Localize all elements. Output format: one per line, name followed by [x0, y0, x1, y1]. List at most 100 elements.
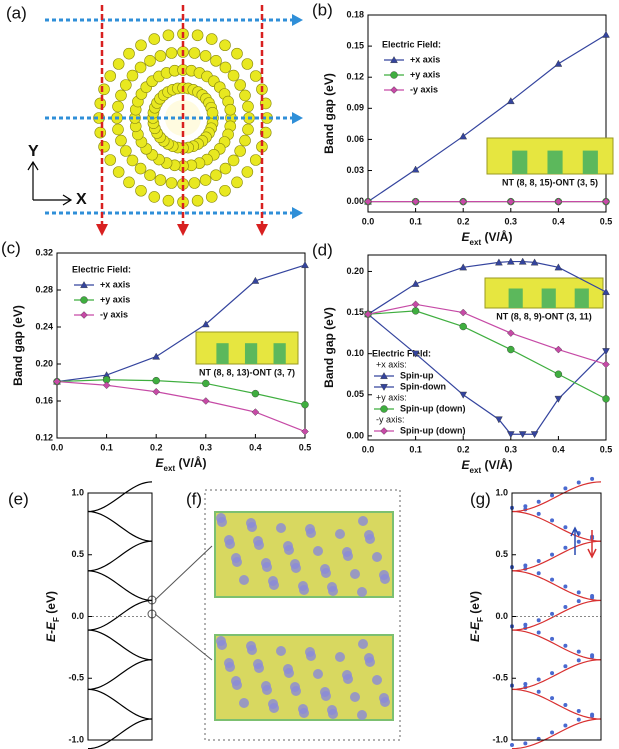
legend-title: Electric Field:	[382, 39, 441, 49]
data-point	[555, 60, 562, 66]
atom	[105, 155, 116, 166]
orbital	[365, 657, 375, 667]
x-tick-label: 0.3	[200, 442, 213, 452]
orbital	[335, 652, 345, 662]
arrow-head	[177, 224, 189, 236]
arrow-head	[256, 224, 268, 236]
data-point	[202, 398, 209, 405]
atom	[166, 177, 177, 188]
x-tick-label: 0.3	[505, 216, 518, 226]
atom	[211, 170, 222, 181]
band-curve	[88, 541, 152, 571]
band-dot	[563, 584, 567, 588]
annotation: NT (8, 8, 13)-ONT (3, 7)	[199, 367, 295, 377]
axis-label-sub: ext	[164, 464, 176, 473]
band-dot	[537, 571, 541, 575]
y-tick-label: 0.15	[346, 307, 364, 317]
atom	[149, 191, 160, 202]
atom	[220, 185, 231, 196]
x-tick-label: 0.2	[150, 442, 163, 452]
y-tick-label: 0.10	[346, 348, 364, 358]
orbital	[380, 574, 390, 584]
band-dot	[523, 682, 527, 686]
legend-marker	[391, 87, 398, 94]
band-curve	[88, 600, 152, 630]
legend-heading: +x axis:	[376, 359, 407, 369]
y-tick-label: -0.5	[68, 673, 84, 683]
x-tick-label: 0.5	[299, 442, 312, 452]
band-dot	[563, 724, 567, 728]
inset-ring	[583, 151, 598, 174]
band-dot	[563, 703, 567, 707]
band-dot	[577, 481, 581, 485]
inset-ring	[542, 289, 556, 309]
inset-ring	[216, 343, 228, 364]
data-point	[603, 361, 610, 368]
legend-label: Spin-down	[400, 381, 446, 391]
atom	[105, 71, 116, 82]
data-point	[302, 401, 309, 408]
atom	[113, 59, 124, 70]
inset-ring	[512, 151, 527, 174]
data-point	[555, 396, 562, 402]
orbital	[276, 646, 286, 656]
band-dot	[563, 525, 567, 529]
band-curve	[88, 482, 152, 512]
atom	[135, 62, 146, 73]
x-tick-label: 0.3	[505, 444, 518, 454]
atom	[124, 177, 135, 188]
band-dot	[590, 653, 594, 657]
atom	[240, 90, 251, 101]
orbital	[247, 645, 257, 655]
axis-label-unit: (V/Å)	[481, 229, 512, 244]
data-point	[252, 409, 259, 416]
orbital	[225, 662, 235, 672]
data-point	[302, 262, 309, 268]
orbital	[247, 522, 257, 532]
atom	[145, 170, 156, 181]
inset-ring	[245, 343, 257, 364]
y-tick-label: 0.5	[71, 549, 84, 559]
panel-label: (f)	[186, 489, 202, 508]
arrow-head	[96, 224, 108, 236]
panel-label: (c)	[1, 238, 21, 257]
data-point	[603, 31, 610, 37]
atom	[124, 48, 135, 59]
atom	[136, 185, 147, 196]
atom	[115, 90, 126, 101]
atom	[149, 34, 160, 45]
orbital	[254, 540, 264, 550]
y-tick-label: 0.09	[346, 103, 364, 113]
data-point	[603, 395, 610, 402]
atom	[250, 71, 261, 82]
y-tick-label: -0.5	[492, 673, 508, 683]
data-point	[555, 371, 562, 378]
atom	[136, 40, 147, 51]
y-tick-label: 0.5	[495, 549, 508, 559]
data-point	[603, 289, 610, 295]
atom	[127, 155, 138, 166]
band-dot	[550, 578, 554, 582]
band-dot	[550, 612, 554, 616]
atom	[115, 135, 126, 146]
band-curve	[88, 719, 152, 749]
x-tick-label: 0.2	[457, 216, 470, 226]
y-tick-label: 0.0	[495, 611, 508, 621]
orbital	[358, 516, 368, 526]
axis-label-unit: (V/Å)	[481, 457, 512, 472]
y-tick-label: -1.0	[68, 734, 84, 744]
atom	[206, 34, 217, 45]
orbital	[232, 557, 242, 567]
orbital	[357, 587, 367, 597]
y-tick-label: 0.06	[346, 134, 364, 144]
data-point	[302, 428, 309, 435]
band-curve	[88, 571, 152, 601]
illustrations	[28, 5, 601, 749]
legend-heading: +y axis:	[376, 392, 407, 402]
atom	[113, 101, 124, 112]
spin-down-arrow	[588, 530, 596, 557]
atom	[145, 55, 156, 66]
band-curve	[88, 689, 152, 719]
axis-label-main: E-E	[44, 621, 58, 642]
orbital	[328, 586, 338, 596]
